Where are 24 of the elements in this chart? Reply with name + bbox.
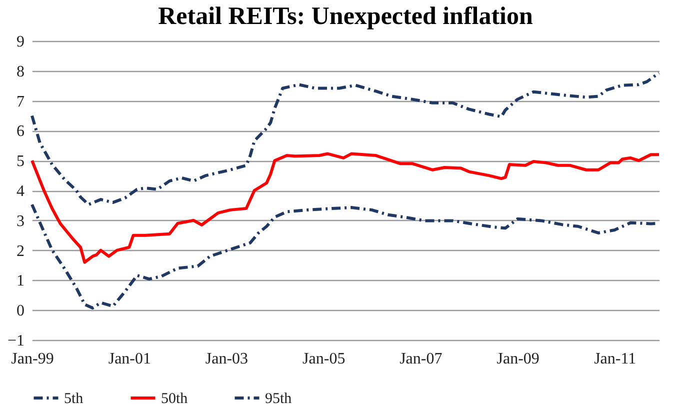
line-series <box>30 71 660 206</box>
x-tick-label: Jan-05 <box>302 350 346 368</box>
y-tick-label: 9 <box>16 34 24 50</box>
y-tick-label: 5 <box>16 153 24 170</box>
legend-label: 5th <box>64 391 84 407</box>
x-tick-label: Jan-11 <box>594 350 636 368</box>
y-tick-label: 3 <box>16 212 24 230</box>
chart-title: Retail REITs: Unexpected inflation <box>158 3 533 30</box>
y-tick-label: 4 <box>16 183 24 200</box>
y-tick-label: 7 <box>16 93 24 110</box>
x-tick-label: Jan-99 <box>11 350 54 368</box>
line-series <box>30 152 660 264</box>
y-tick-label: 8 <box>16 63 24 80</box>
x-tick-label: Jan-07 <box>400 350 442 368</box>
y-tick-label: −1 <box>7 332 24 350</box>
legend-label: 50th <box>161 391 188 407</box>
y-tick-label: 2 <box>16 242 24 260</box>
x-tick-label: Jan-03 <box>205 350 248 368</box>
y-tick-label: 0 <box>16 302 24 320</box>
y-tick-label: 1 <box>16 272 24 290</box>
x-tick-label: Jan-09 <box>496 350 540 368</box>
y-tick-label: 6 <box>16 123 24 140</box>
legend-label: 95th <box>265 391 292 407</box>
x-tick-label: Jan-01 <box>108 350 151 368</box>
